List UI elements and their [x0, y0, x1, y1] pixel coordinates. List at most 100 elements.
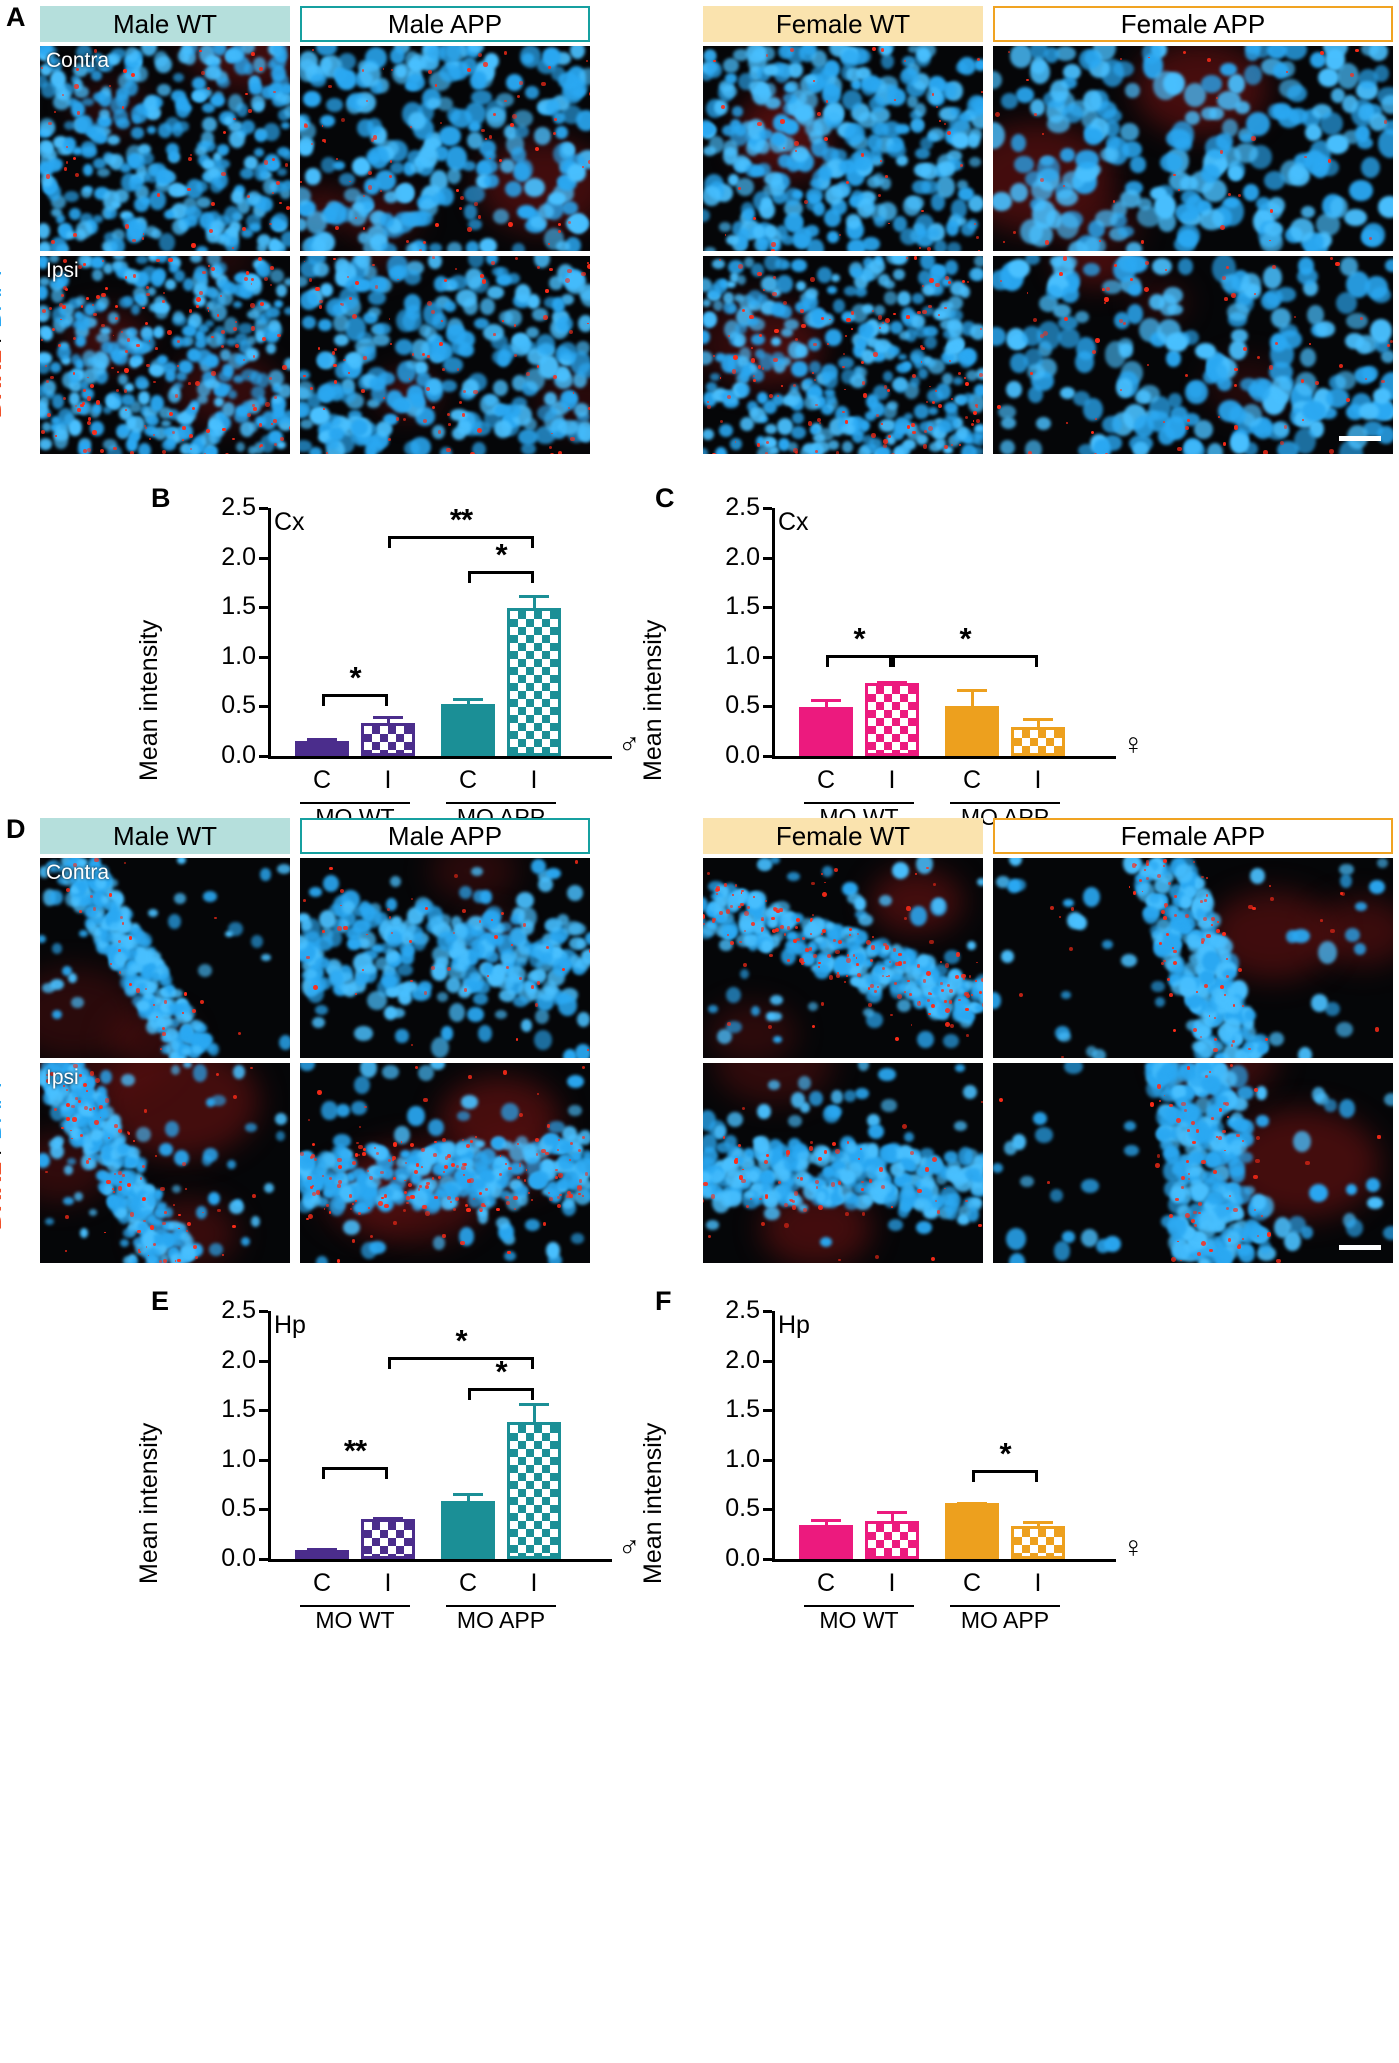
y-axis-tick	[763, 507, 772, 510]
bar-c-2	[945, 706, 999, 756]
significance-bracket	[892, 654, 1038, 658]
significance-star: *	[853, 620, 865, 656]
axis-label-dkk1-dapi-2: DKK1 / DAPI	[0, 1082, 8, 1229]
y-axis-line	[772, 508, 775, 758]
x-axis-tick-label: C	[816, 1569, 836, 1597]
significance-bracket-tick	[531, 571, 534, 584]
y-axis-tick	[259, 1558, 268, 1561]
y-axis-tick	[763, 1359, 772, 1363]
significance-bracket-tick	[388, 1356, 391, 1369]
y-axis-tick-label: 1.0	[221, 641, 256, 670]
group-label: MO APP	[456, 1607, 546, 1633]
error-bar	[466, 1492, 470, 1504]
chart-panel-b: Mean intensity 0.0 0.5 1.0 1.5 2.0 2.5 Cx C I C I MO…	[135, 480, 641, 1000]
bar-f-2	[945, 1503, 999, 1559]
significance-star: *	[495, 1354, 507, 1390]
y-axis-tick	[763, 1310, 772, 1313]
y-axis-tick-label: 2.0	[725, 1345, 760, 1374]
y-axis-tick	[259, 606, 268, 610]
sex-symbol-male: ♂	[618, 728, 641, 761]
gene-label-2: DKK1	[0, 1160, 7, 1229]
significance-bracket	[826, 654, 892, 658]
group-header-male-app: Male APP	[300, 6, 590, 42]
micrograph-d-female-app-ipsi	[993, 1063, 1393, 1263]
y-axis-tick-label: 0.0	[221, 1544, 256, 1572]
y-axis-tick	[763, 606, 772, 610]
y-axis-tick-label: 1.0	[725, 641, 760, 670]
scale-bar-2	[1339, 1245, 1381, 1250]
group-underline	[446, 1605, 556, 1607]
bar-c-3	[1011, 727, 1065, 756]
y-axis-tick-label: 2.0	[221, 542, 256, 571]
significance-bracket-tick	[531, 1356, 534, 1369]
row-label-contra-2: Contra	[46, 861, 110, 884]
group-label: MO WT	[315, 1607, 395, 1633]
x-axis-tick-label: C	[312, 766, 332, 794]
significance-bracket-tick	[972, 1469, 975, 1482]
y-axis-tick	[763, 755, 772, 758]
error-bar-cap	[1023, 1521, 1053, 1525]
bar-e-3	[507, 1422, 561, 1559]
region-label: Hp	[274, 1311, 306, 1339]
y-axis-tick	[763, 1558, 772, 1561]
micrograph-a-female-app-contra	[993, 46, 1393, 251]
significance-bracket-tick	[826, 654, 829, 667]
row-label-ipsi-2: Ipsi	[46, 1066, 79, 1089]
x-axis-line	[268, 1559, 612, 1562]
x-axis-line	[268, 756, 612, 759]
y-axis-label: Mean intensity	[135, 619, 163, 781]
group-header-female-wt-2: Female WT	[703, 818, 983, 854]
x-axis-tick-label: I	[384, 766, 392, 794]
region-label: Hp	[778, 1311, 810, 1339]
y-axis-tick	[763, 556, 772, 560]
error-bar-cap	[373, 1517, 403, 1521]
group-underline	[300, 1605, 410, 1607]
panel-letter-c: C	[655, 483, 675, 513]
bar-b-2	[441, 704, 495, 756]
micrograph-a-female-wt-contra	[703, 46, 983, 251]
y-axis-tick	[259, 1310, 268, 1313]
significance-star: **	[343, 1432, 367, 1468]
x-axis-tick-label: C	[962, 766, 982, 794]
group-header-male-wt: Male WT	[40, 6, 290, 42]
x-axis-tick-label: C	[312, 1569, 332, 1597]
error-bar	[824, 1519, 828, 1528]
error-bar	[970, 688, 974, 709]
bar-f-0	[799, 1525, 853, 1559]
y-axis-tick-label: 0.5	[221, 691, 256, 720]
significance-bracket-tick	[385, 1466, 388, 1479]
group-underline	[950, 802, 1060, 804]
error-bar-cap	[877, 680, 907, 684]
panel-letter-b: B	[151, 483, 171, 513]
error-bar	[824, 699, 828, 710]
significance-bracket-tick	[531, 1388, 534, 1401]
error-bar-cap	[811, 1519, 841, 1523]
chart-panel-c: Mean intensity 0.0 0.5 1.0 1.5 2.0 2.5 Cx C I C I MO…	[639, 480, 1145, 1000]
group-underline	[950, 1605, 1060, 1607]
x-axis-tick-label: I	[888, 1569, 896, 1597]
y-axis-tick-label: 0.0	[221, 741, 256, 769]
x-axis-line	[772, 756, 1116, 759]
y-axis-tick-label: 0.5	[725, 1494, 760, 1523]
group-label: MO APP	[960, 1607, 1050, 1633]
micrograph-d-male-wt-contra: Contra	[40, 858, 290, 1058]
micrograph-a-female-wt-ipsi	[703, 256, 983, 454]
y-axis-tick-label: 1.5	[725, 592, 760, 621]
x-axis-tick-label: I	[530, 766, 538, 794]
sex-symbol-female: ♀	[1122, 728, 1145, 761]
significance-bracket-tick	[468, 571, 471, 584]
y-axis-tick	[763, 705, 772, 709]
axis-label-dkk1-dapi: DKK1 / DAPI	[0, 270, 8, 417]
y-axis-tick-label: 2.5	[725, 493, 760, 521]
bar-b-3	[507, 608, 561, 756]
significance-star: *	[999, 1435, 1011, 1471]
error-bar-cap	[519, 595, 549, 599]
group-header-female-wt: Female WT	[703, 6, 983, 42]
micrograph-d-female-wt-contra	[703, 858, 983, 1058]
bar-c-0	[799, 707, 853, 756]
panel-letter-f: F	[655, 1286, 672, 1316]
sex-symbol-female: ♀	[1122, 1531, 1145, 1564]
group-header-female-app-2: Female APP	[993, 818, 1393, 854]
y-axis-tick	[763, 655, 772, 659]
